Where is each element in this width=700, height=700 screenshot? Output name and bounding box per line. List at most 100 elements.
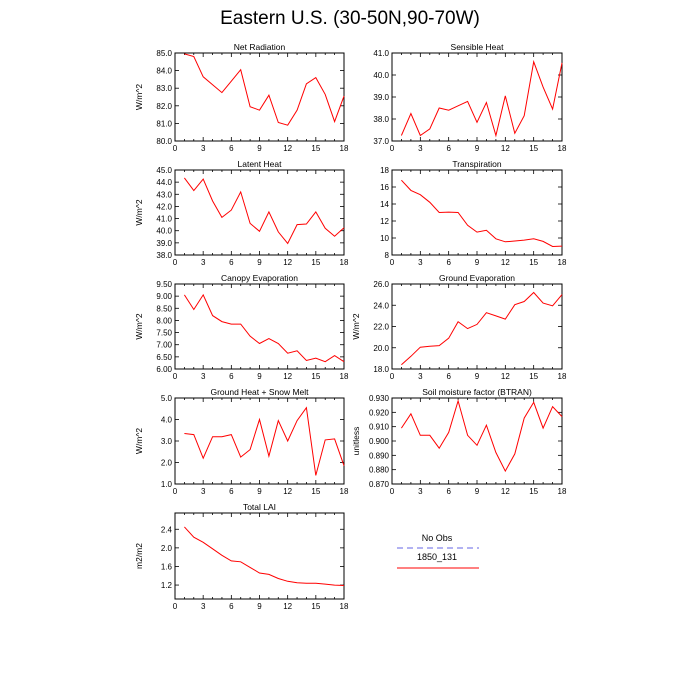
y-tick-label: 0.910: [369, 423, 390, 432]
panel-9: Total LAI m2/m2 0 3 6 9 12 15 18 1.2 1.6 2.0 2.4: [134, 502, 349, 611]
y-tick-label: 6.50: [156, 353, 172, 362]
x-tick-label: 15: [529, 487, 538, 496]
x-tick-label: 0: [173, 602, 178, 611]
x-tick-label: 12: [283, 144, 292, 153]
series-line: [184, 53, 345, 126]
x-tick-label: 6: [446, 487, 451, 496]
y-tick-label: 81.0: [156, 119, 172, 128]
x-tick-label: 18: [340, 144, 349, 153]
panel-5: Canopy Evaporation W/m^2 0 3 6 9 12 15 18 6.00 6.5…: [134, 273, 349, 381]
x-tick-label: 0: [173, 144, 178, 153]
plot-frame: [174, 397, 345, 485]
x-tick-label: 6: [229, 144, 234, 153]
y-tick-label: 7.00: [156, 341, 172, 350]
y-tick-label: 0.890: [369, 451, 390, 460]
y-tick-label: 44.0: [156, 178, 172, 187]
y-tick-label: 41.0: [373, 49, 389, 58]
y-tick-label: 4.0: [161, 416, 173, 425]
y-tick-label: 41.0: [156, 215, 172, 224]
y-tick-label: 0.930: [369, 394, 390, 403]
y-tick-label: 10: [380, 234, 389, 243]
x-tick-label: 18: [558, 372, 567, 381]
x-tick-label: 9: [475, 372, 480, 381]
x-tick-label: 12: [283, 258, 292, 267]
x-tick-label: 15: [311, 487, 320, 496]
x-tick-label: 18: [340, 487, 349, 496]
y-axis-label: W/m^2: [351, 313, 361, 339]
y-tick-label: 5.0: [161, 394, 173, 403]
x-tick-label: 6: [446, 258, 451, 267]
plot-frame: [174, 283, 345, 370]
x-tick-label: 12: [283, 602, 292, 611]
x-tick-label: 15: [311, 372, 320, 381]
panel-title: Canopy Evaporation: [221, 273, 298, 283]
y-tick-label: 9.50: [156, 280, 172, 289]
y-tick-label: 6.00: [156, 365, 172, 374]
series-line: [401, 179, 563, 248]
panel-3: Latent Heat W/m^2 0 3 6 9 12 15 18 38.0 39.0 40.0 41…: [134, 159, 349, 267]
y-tick-label: 18.0: [373, 365, 389, 374]
y-axis-label: m2/m2: [134, 543, 144, 569]
panel-title: Total LAI: [243, 502, 276, 512]
x-tick-label: 3: [418, 144, 423, 153]
plot-frame: [174, 512, 345, 600]
y-tick-label: 43.0: [156, 190, 172, 199]
x-tick-label: 18: [558, 258, 567, 267]
x-tick-label: 0: [390, 144, 395, 153]
x-tick-label: 18: [340, 372, 349, 381]
panel-1: Net Radiation W/m^2 0 3 6 9 12 15 18 80.0 81.0 82.0…: [134, 42, 349, 153]
series-line: [400, 59, 563, 138]
x-tick-label: 6: [229, 258, 234, 267]
panel-title: Sensible Heat: [451, 42, 505, 52]
x-tick-label: 9: [257, 258, 262, 267]
x-tick-label: 3: [418, 258, 423, 267]
x-tick-label: 12: [501, 372, 510, 381]
y-tick-label: 7.50: [156, 329, 172, 338]
x-tick-label: 0: [390, 372, 395, 381]
panel-title: Ground Evaporation: [439, 273, 515, 283]
panel-title: Soil moisture factor (BTRAN): [422, 387, 532, 397]
x-tick-label: 6: [446, 372, 451, 381]
y-tick-label: 8: [385, 251, 390, 260]
y-tick-label: 1.0: [161, 480, 173, 489]
x-tick-label: 18: [558, 144, 567, 153]
x-tick-label: 6: [229, 372, 234, 381]
x-tick-label: 15: [311, 258, 320, 267]
panel-7: Ground Heat + Snow Melt W/m^2 0 3 6 9 12 15 18 1.…: [134, 387, 349, 496]
x-tick-label: 9: [257, 372, 262, 381]
y-tick-label: 18: [380, 166, 389, 175]
y-tick-label: 84.0: [156, 67, 172, 76]
series-line: [183, 177, 345, 245]
y-axis-label: W/m^2: [134, 84, 144, 110]
x-tick-label: 3: [418, 372, 423, 381]
y-tick-label: 16: [380, 183, 389, 192]
y-axis-label: W/m^2: [134, 313, 144, 339]
y-tick-label: 14: [380, 200, 389, 209]
y-axis-label: W/m^2: [134, 199, 144, 225]
x-tick-label: 18: [340, 258, 349, 267]
x-tick-label: 9: [257, 487, 262, 496]
panel-4: Transpiration 0 3 6 9 12 15 18 8 10 12 14 16 18: [380, 159, 567, 267]
y-tick-label: 85.0: [156, 49, 172, 58]
series-line: [401, 291, 563, 366]
y-tick-label: 38.0: [373, 115, 389, 124]
legend-model-label: 1850_131: [417, 552, 457, 562]
x-tick-label: 9: [257, 602, 262, 611]
series-line: [183, 293, 345, 363]
x-tick-label: 3: [418, 487, 423, 496]
y-tick-label: 37.0: [373, 137, 389, 146]
x-tick-label: 0: [173, 258, 178, 267]
y-tick-label: 38.0: [156, 251, 172, 260]
y-tick-label: 0.870: [369, 480, 390, 489]
x-tick-label: 6: [229, 487, 234, 496]
y-tick-label: 0.880: [369, 466, 390, 475]
series-line: [400, 399, 563, 473]
y-tick-label: 83.0: [156, 84, 172, 93]
y-tick-label: 8.50: [156, 304, 172, 313]
y-tick-label: 40.0: [373, 71, 389, 80]
x-tick-label: 0: [173, 487, 178, 496]
plot-frame: [391, 169, 563, 256]
y-tick-label: 8.00: [156, 316, 172, 325]
